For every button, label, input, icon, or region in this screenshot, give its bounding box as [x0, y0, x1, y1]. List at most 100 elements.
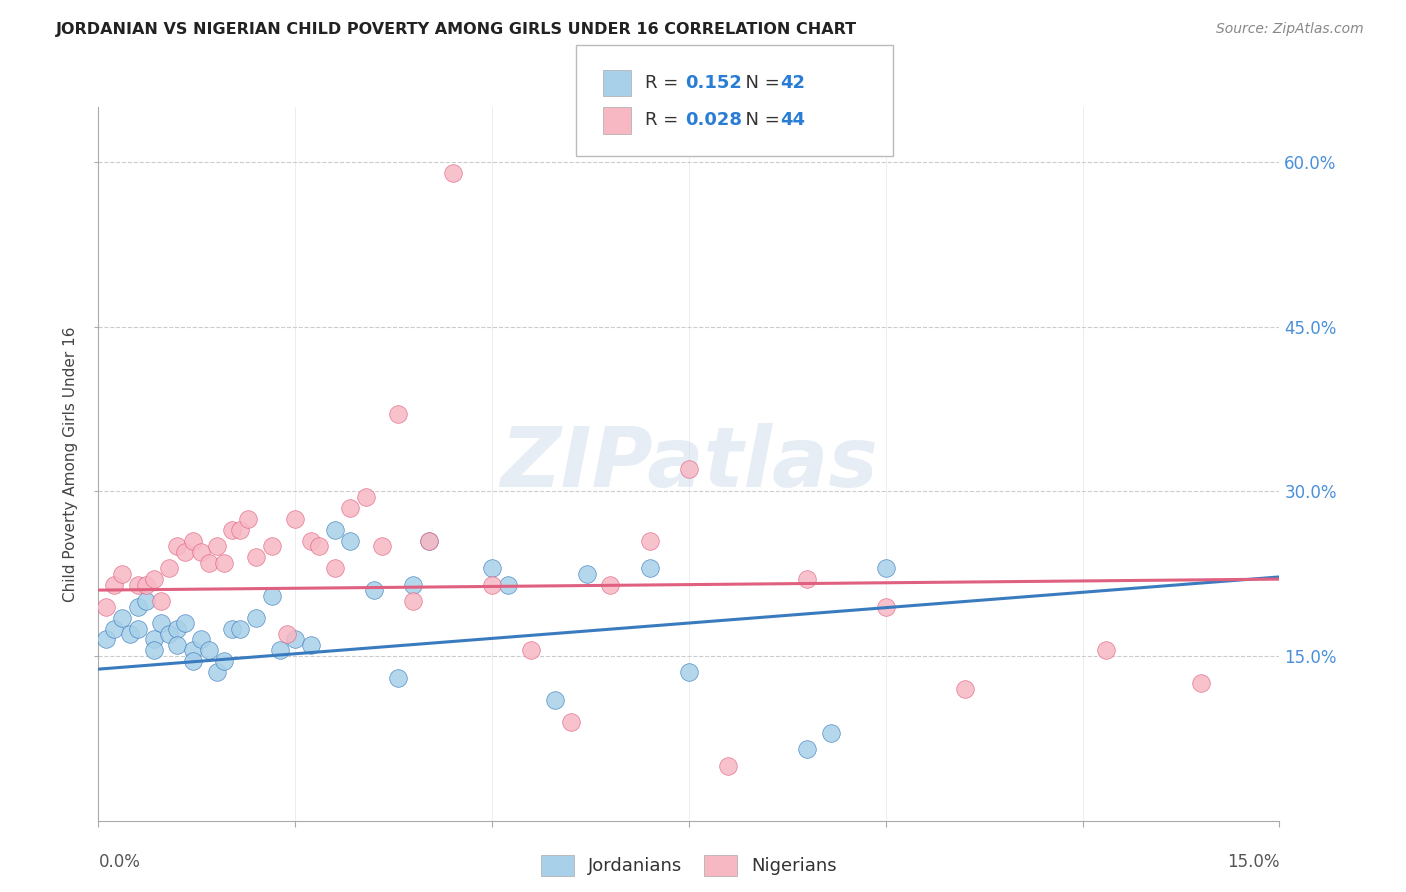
Y-axis label: Child Poverty Among Girls Under 16: Child Poverty Among Girls Under 16	[63, 326, 79, 601]
Point	[150, 594, 173, 608]
Point	[387, 671, 409, 685]
Point	[229, 523, 252, 537]
Point	[284, 632, 307, 647]
Text: 0.152: 0.152	[685, 74, 741, 92]
Point	[166, 622, 188, 636]
Point	[142, 643, 165, 657]
Point	[197, 643, 219, 657]
Point	[181, 533, 204, 548]
Point	[520, 643, 543, 657]
Text: 44: 44	[780, 112, 806, 129]
Point	[197, 556, 219, 570]
Legend: Jordanians, Nigerians: Jordanians, Nigerians	[534, 847, 844, 883]
Point	[181, 643, 204, 657]
Point	[323, 561, 346, 575]
Point	[127, 622, 149, 636]
Point	[308, 539, 330, 553]
Text: Source: ZipAtlas.com: Source: ZipAtlas.com	[1216, 22, 1364, 37]
Point	[560, 714, 582, 729]
Text: 0.0%: 0.0%	[98, 853, 141, 871]
Point	[875, 561, 897, 575]
Point	[363, 583, 385, 598]
Point	[190, 632, 212, 647]
Point	[221, 622, 243, 636]
Point	[387, 408, 409, 422]
Point	[142, 632, 165, 647]
Point	[245, 550, 267, 565]
Point	[371, 539, 394, 553]
Point	[575, 566, 598, 581]
Point	[166, 539, 188, 553]
Point	[953, 681, 976, 696]
Point	[820, 726, 842, 740]
Point	[174, 615, 197, 630]
Point	[875, 599, 897, 614]
Text: 0.028: 0.028	[685, 112, 742, 129]
Point	[157, 561, 180, 575]
Point	[796, 742, 818, 756]
Point	[402, 594, 425, 608]
Point	[142, 572, 165, 586]
Point	[214, 655, 236, 669]
Point	[157, 627, 180, 641]
Point	[127, 577, 149, 591]
Text: ZIPatlas: ZIPatlas	[501, 424, 877, 504]
Point	[135, 594, 157, 608]
Point	[96, 632, 118, 647]
Point	[678, 462, 700, 476]
Point	[260, 539, 283, 553]
Point	[717, 758, 740, 772]
Point	[103, 622, 125, 636]
Point	[181, 655, 204, 669]
Point	[481, 577, 503, 591]
Point	[418, 533, 440, 548]
Point	[260, 589, 283, 603]
Point	[418, 533, 440, 548]
Point	[299, 638, 322, 652]
Point	[190, 544, 212, 558]
Point	[496, 577, 519, 591]
Text: R =: R =	[645, 74, 685, 92]
Point	[544, 693, 567, 707]
Point	[127, 599, 149, 614]
Text: JORDANIAN VS NIGERIAN CHILD POVERTY AMONG GIRLS UNDER 16 CORRELATION CHART: JORDANIAN VS NIGERIAN CHILD POVERTY AMON…	[56, 22, 858, 37]
Point	[339, 533, 361, 548]
Point	[111, 566, 134, 581]
Point	[118, 627, 141, 641]
Point	[284, 512, 307, 526]
Point	[269, 643, 291, 657]
Point	[221, 523, 243, 537]
Point	[174, 544, 197, 558]
Point	[796, 572, 818, 586]
Text: 15.0%: 15.0%	[1227, 853, 1279, 871]
Point	[205, 539, 228, 553]
Point	[276, 627, 298, 641]
Point	[111, 610, 134, 624]
Point	[441, 166, 464, 180]
Point	[96, 599, 118, 614]
Point	[1095, 643, 1118, 657]
Point	[678, 665, 700, 680]
Point	[236, 512, 259, 526]
Point	[323, 523, 346, 537]
Text: N =: N =	[734, 112, 786, 129]
Point	[150, 615, 173, 630]
Point	[229, 622, 252, 636]
Point	[638, 561, 661, 575]
Point	[205, 665, 228, 680]
Point	[135, 577, 157, 591]
Point	[103, 577, 125, 591]
Text: 42: 42	[780, 74, 806, 92]
Point	[481, 561, 503, 575]
Point	[638, 533, 661, 548]
Point	[214, 556, 236, 570]
Point	[402, 577, 425, 591]
Point	[339, 500, 361, 515]
Text: R =: R =	[645, 112, 685, 129]
Point	[245, 610, 267, 624]
Point	[354, 490, 377, 504]
Point	[299, 533, 322, 548]
Point	[1189, 676, 1212, 690]
Point	[166, 638, 188, 652]
Point	[599, 577, 621, 591]
